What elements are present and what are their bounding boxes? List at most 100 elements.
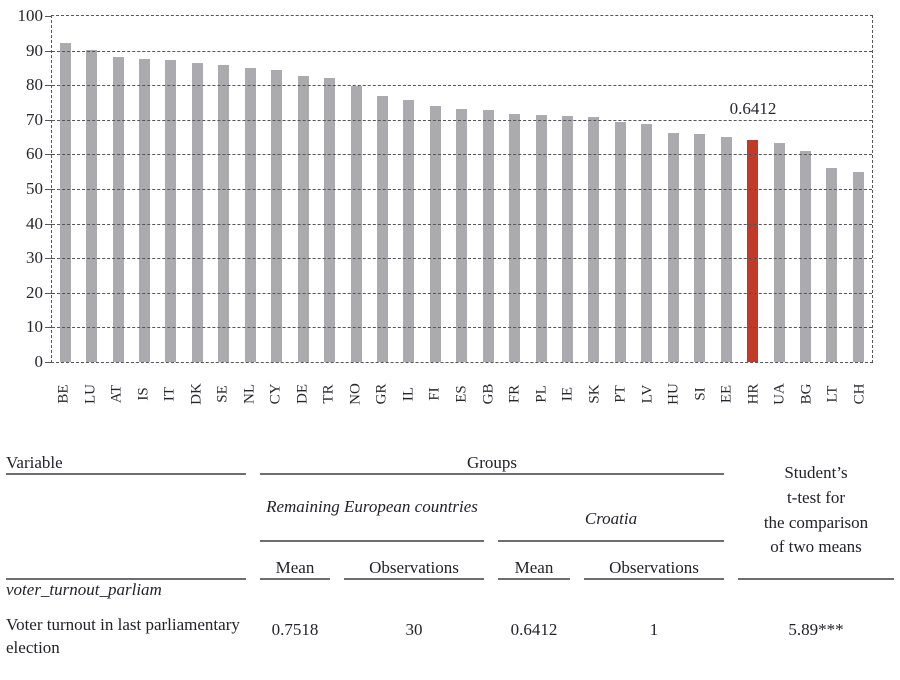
- bar-FR: [509, 113, 521, 362]
- bars-container: [52, 16, 872, 362]
- table-header-row-1: Variable Groups Student’s t-test for the…: [6, 443, 894, 580]
- gridline: [52, 258, 872, 260]
- y-axis-label: 70: [26, 109, 43, 129]
- y-axis-tick: [45, 16, 52, 17]
- bar-IS: [139, 58, 151, 362]
- bar-CY: [271, 69, 283, 362]
- bar-NL: [244, 68, 256, 362]
- y-axis-tick: [45, 189, 52, 190]
- table-data-row: voter_turnout_parliam Voter turnout in l…: [6, 580, 894, 680]
- gridline: [52, 85, 872, 87]
- group2-mean-header: Mean: [498, 542, 570, 580]
- comparison-table: Variable Groups Student’s t-test for the…: [0, 443, 900, 680]
- group1-header: Remaining European countries: [260, 475, 484, 542]
- x-axis-label-HR: HR: [745, 383, 762, 405]
- x-axis-label-AT: AT: [108, 384, 125, 404]
- y-axis-tick: [45, 50, 52, 52]
- x-label-slot: LT: [825, 371, 841, 417]
- x-label-slot: GR: [373, 371, 390, 417]
- x-axis-label-CH: CH: [851, 383, 868, 405]
- x-label-slot: HU: [666, 371, 682, 417]
- bar-EE: [720, 136, 732, 362]
- y-axis-label: 90: [26, 40, 43, 60]
- bar-ES: [456, 109, 468, 362]
- bar-CH: [852, 172, 864, 362]
- group1-observations-header: Observations: [344, 542, 484, 580]
- group2-observations-header: Observations: [584, 542, 724, 580]
- x-axis-label-BE: BE: [55, 384, 72, 404]
- bar-DE: [297, 75, 309, 362]
- x-label-slot: SK: [586, 371, 603, 417]
- ttest-header-line: Student’s: [784, 463, 848, 483]
- group2-mean-value: 0.6412: [510, 620, 558, 639]
- x-axis-label-SK: SK: [586, 384, 603, 404]
- x-axis-label-IE: IE: [559, 386, 576, 402]
- y-axis-label: 100: [17, 6, 44, 25]
- bar-BG: [799, 150, 811, 362]
- y-axis-label: 40: [26, 213, 43, 233]
- gridline: [52, 119, 872, 121]
- ttest-header-line: the comparison: [763, 512, 869, 532]
- x-label-slot: EE: [718, 371, 735, 417]
- bar-BE: [59, 42, 71, 362]
- x-label-slot: LV: [639, 371, 656, 417]
- x-axis-label-IT: IT: [161, 386, 178, 402]
- y-axis-tick: [45, 292, 52, 294]
- x-label-slot: SI: [692, 371, 708, 417]
- x-axis-label-LV: LV: [639, 384, 656, 404]
- variable-description: Voter turnout in last parliamentary elec…: [6, 615, 240, 657]
- x-axis-label-ES: ES: [453, 385, 470, 403]
- group2-observations-value: 1: [649, 620, 659, 639]
- x-label-slot: GB: [480, 371, 496, 417]
- bar-SK: [588, 116, 600, 362]
- bar-IE: [562, 115, 574, 362]
- x-label-slot: LU: [82, 371, 98, 417]
- x-axis-label-IS: IS: [135, 387, 152, 401]
- y-axis-label: 0: [34, 352, 44, 371]
- x-label-slot: BE: [55, 371, 72, 417]
- x-label-slot: PL: [533, 371, 550, 417]
- ttest-header-line: of two means: [770, 537, 862, 557]
- x-label-slot: UA: [772, 371, 788, 417]
- x-axis-label-PL: PL: [533, 385, 550, 403]
- ttest-value: 5.89***: [788, 620, 844, 639]
- comparison-table-wrap: Variable Groups Student’s t-test for the…: [6, 443, 894, 680]
- gridline: [52, 50, 872, 52]
- bar-HR: [747, 140, 759, 362]
- bar-PL: [535, 114, 547, 362]
- x-axis-label-NO: NO: [347, 383, 364, 405]
- ttest-header-line: t-test for: [786, 487, 846, 507]
- x-label-slot: FI: [427, 371, 443, 417]
- x-axis-label-IL: IL: [400, 386, 417, 402]
- y-axis-label: 20: [26, 282, 43, 302]
- bar-HU: [667, 132, 679, 362]
- y-axis-tick: [45, 85, 52, 87]
- bar-SI: [694, 133, 706, 362]
- y-axis-tick: [45, 362, 52, 363]
- ttest-header: Student’s t-test for the comparison of t…: [738, 443, 894, 580]
- variable-cell: voter_turnout_parliam Voter turnout in l…: [6, 580, 246, 680]
- x-axis-label-EE: EE: [718, 384, 735, 404]
- x-label-slot: TR: [320, 371, 337, 417]
- x-label-slot: IS: [135, 371, 152, 417]
- variable-code: voter_turnout_parliam: [6, 580, 162, 599]
- y-axis-label: 50: [26, 179, 43, 198]
- x-axis-label-SE: SE: [214, 385, 231, 403]
- x-label-slot: IL: [400, 371, 417, 417]
- table-header-row-2: Remaining European countries Croatia: [6, 475, 894, 542]
- x-label-slot: AT: [108, 371, 125, 417]
- y-axis-tick: [45, 258, 52, 260]
- x-label-slot: CH: [851, 371, 868, 417]
- y-axis-label: 30: [26, 248, 43, 268]
- x-label-slot: IT: [161, 371, 178, 417]
- x-axis-label-TR: TR: [320, 384, 337, 404]
- bar-LU: [86, 49, 98, 362]
- x-axis-label-FR: FR: [506, 384, 523, 404]
- x-axis-label-CY: CY: [267, 383, 284, 405]
- croatia-value-annotation: 0.6412: [729, 99, 777, 119]
- group1-mean-header: Mean: [260, 542, 330, 580]
- x-label-slot: NO: [347, 371, 364, 417]
- x-axis-label-GR: GR: [373, 383, 390, 405]
- group1-mean-value: 0.7518: [271, 620, 319, 639]
- x-label-slot: SE: [214, 371, 231, 417]
